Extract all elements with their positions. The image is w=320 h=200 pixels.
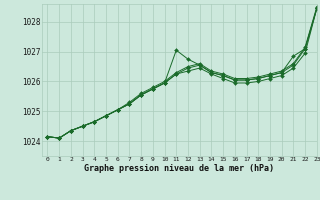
X-axis label: Graphe pression niveau de la mer (hPa): Graphe pression niveau de la mer (hPa) bbox=[84, 164, 274, 173]
